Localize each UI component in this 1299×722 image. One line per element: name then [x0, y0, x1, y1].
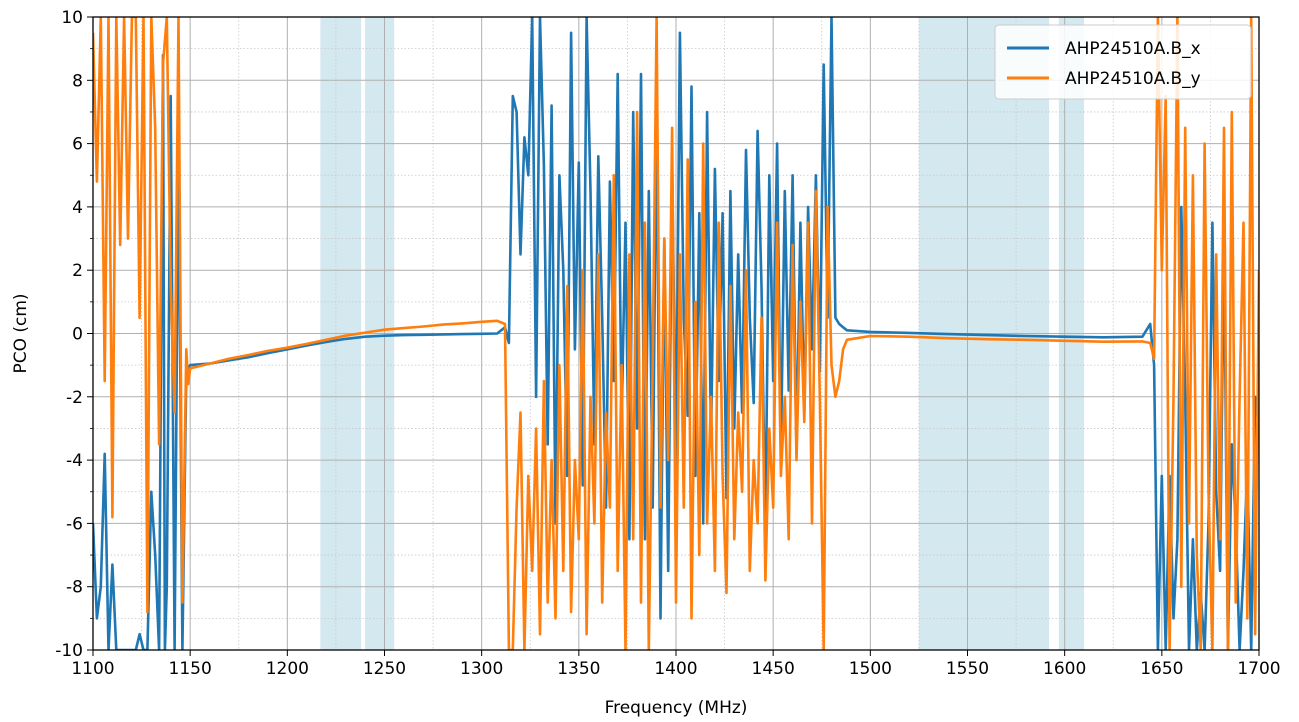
x-axis-label: Frequency (MHz) — [605, 698, 748, 718]
x-tick-label: 1400 — [654, 659, 697, 679]
y-tick-label: -6 — [66, 514, 83, 534]
y-tick-label: -8 — [66, 578, 83, 598]
x-tick-label: 1150 — [169, 659, 212, 679]
x-tick-label: 1700 — [1237, 659, 1280, 679]
y-tick-label: 10 — [61, 8, 83, 28]
series-layer — [93, 17, 1259, 650]
y-tick-label: -4 — [66, 451, 83, 471]
x-axis: 1100 1150 1200 1250 1300 1350 1400 1450 1500 1550… — [71, 650, 1281, 679]
y-axis: -10 -8 -6 -4 -2 0 2 4 6 8 10 — [55, 8, 93, 661]
y-tick-label: 6 — [72, 135, 83, 155]
x-tick-label: 1300 — [460, 659, 503, 679]
x-tick-label: 1250 — [363, 659, 406, 679]
y-tick-label: 2 — [72, 261, 83, 281]
y-tick-label: -2 — [66, 388, 83, 408]
y-axis-label: PCO (cm) — [11, 293, 31, 373]
x-tick-label: 1100 — [71, 659, 114, 679]
x-tick-label: 1550 — [946, 659, 989, 679]
x-tick-label: 1650 — [1140, 659, 1183, 679]
x-tick-label: 1350 — [557, 659, 600, 679]
y-tick-label: 4 — [72, 198, 83, 218]
y-tick-label: -10 — [55, 641, 83, 661]
legend-label-y: AHP24510A.B_y — [1065, 69, 1201, 89]
x-tick-label: 1200 — [266, 659, 309, 679]
legend-box — [994, 24, 1252, 100]
legend-label-x: AHP24510A.B_x — [1065, 39, 1201, 59]
y-tick-label: 8 — [72, 71, 83, 91]
y-tick-label: 0 — [72, 325, 83, 345]
plot-area — [93, 17, 1259, 650]
x-tick-label: 1600 — [1043, 659, 1086, 679]
x-tick-label: 1500 — [849, 659, 892, 679]
series-line-y — [93, 17, 1259, 650]
x-tick-label: 1450 — [752, 659, 795, 679]
legend: AHP24510A.B_x AHP24510A.B_y — [994, 24, 1252, 100]
